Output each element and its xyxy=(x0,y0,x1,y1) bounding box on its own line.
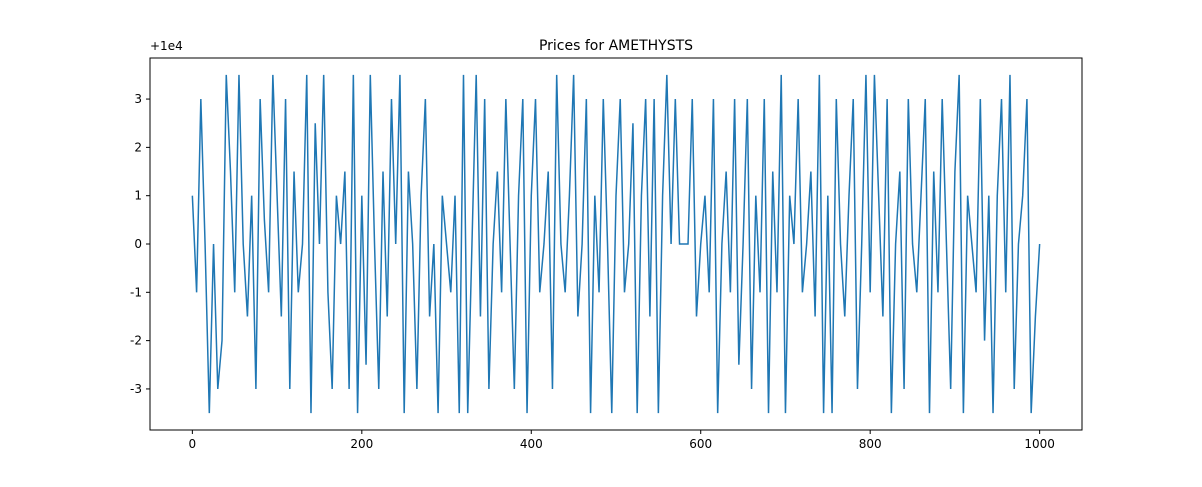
x-tick-label: 800 xyxy=(859,437,882,451)
x-tick-label: 1000 xyxy=(1024,437,1055,451)
x-tick-label: 200 xyxy=(350,437,373,451)
y-tick-label: 3 xyxy=(134,92,142,106)
x-tick-label: 600 xyxy=(689,437,712,451)
y-tick-label: 0 xyxy=(134,237,142,251)
chart-title: Prices for AMETHYSTS xyxy=(539,38,693,54)
y-tick-label: -1 xyxy=(130,285,142,299)
y-tick-label: -2 xyxy=(130,334,142,348)
price-line xyxy=(191,74,1041,414)
axis-offset: +1e4 xyxy=(150,39,183,53)
x-tick-label: 400 xyxy=(520,437,543,451)
y-tick-label: 1 xyxy=(134,189,142,203)
plot-frame xyxy=(149,57,1083,431)
y-tick-label: 2 xyxy=(134,140,142,154)
x-tick-label: 0 xyxy=(189,437,197,451)
y-tick-label: -3 xyxy=(130,382,142,396)
